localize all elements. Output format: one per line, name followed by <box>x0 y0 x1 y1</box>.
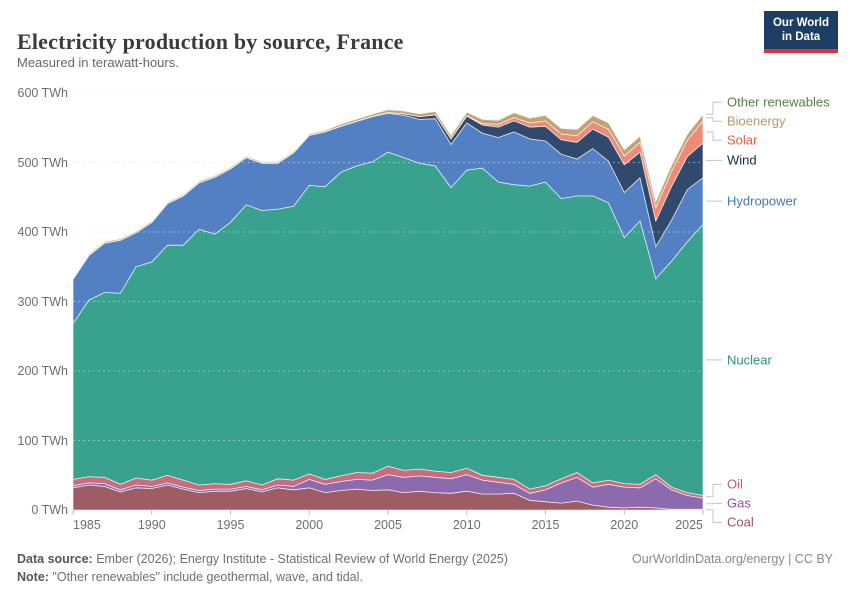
legend-label-solar[interactable]: Solar <box>727 132 758 148</box>
chart-subtitle: Measured in terawatt-hours. <box>17 55 179 70</box>
legend-label-gas[interactable]: Gas <box>727 495 751 511</box>
attribution: OurWorldinData.org/energy | CC BY <box>631 551 833 566</box>
page-title: Electricity production by source, France <box>17 28 404 54</box>
owid-logo-line1: Our World <box>772 17 829 29</box>
data-source-line: Data source: Ember (2026); Energy Instit… <box>17 550 833 569</box>
legend-label-wind[interactable]: Wind <box>727 152 757 168</box>
legend-label-oil[interactable]: Oil <box>727 476 743 492</box>
legend-label-bioenergy[interactable]: Bioenergy <box>727 113 786 129</box>
area-series-other-renewables[interactable] <box>72 108 704 280</box>
legend-connector <box>706 131 722 141</box>
data-source-label: Data source: <box>17 551 93 566</box>
note-label: Note: <box>17 570 49 585</box>
legend-label-other-renewables[interactable]: Other renewables <box>727 94 830 110</box>
legend-label-hydropower[interactable]: Hydropower <box>727 193 798 209</box>
chart-footer: Data source: Ember (2026); Energy Instit… <box>17 550 833 588</box>
legend-connector <box>706 509 722 523</box>
owid-logo[interactable]: Our World in Data <box>764 11 838 53</box>
legend-connector <box>706 117 722 122</box>
legend-connector <box>706 483 722 498</box>
legend-connector <box>706 101 722 115</box>
note-text: "Other renewables" include geothermal, w… <box>48 570 363 585</box>
note-line: Note: "Other renewables" include geother… <box>17 568 833 587</box>
data-source-text: Ember (2026); Energy Institute - Statist… <box>92 551 508 566</box>
legend-label-coal[interactable]: Coal <box>727 514 754 530</box>
legend-label-nuclear[interactable]: Nuclear <box>727 352 772 368</box>
owid-logo-line2: in Data <box>781 31 821 44</box>
